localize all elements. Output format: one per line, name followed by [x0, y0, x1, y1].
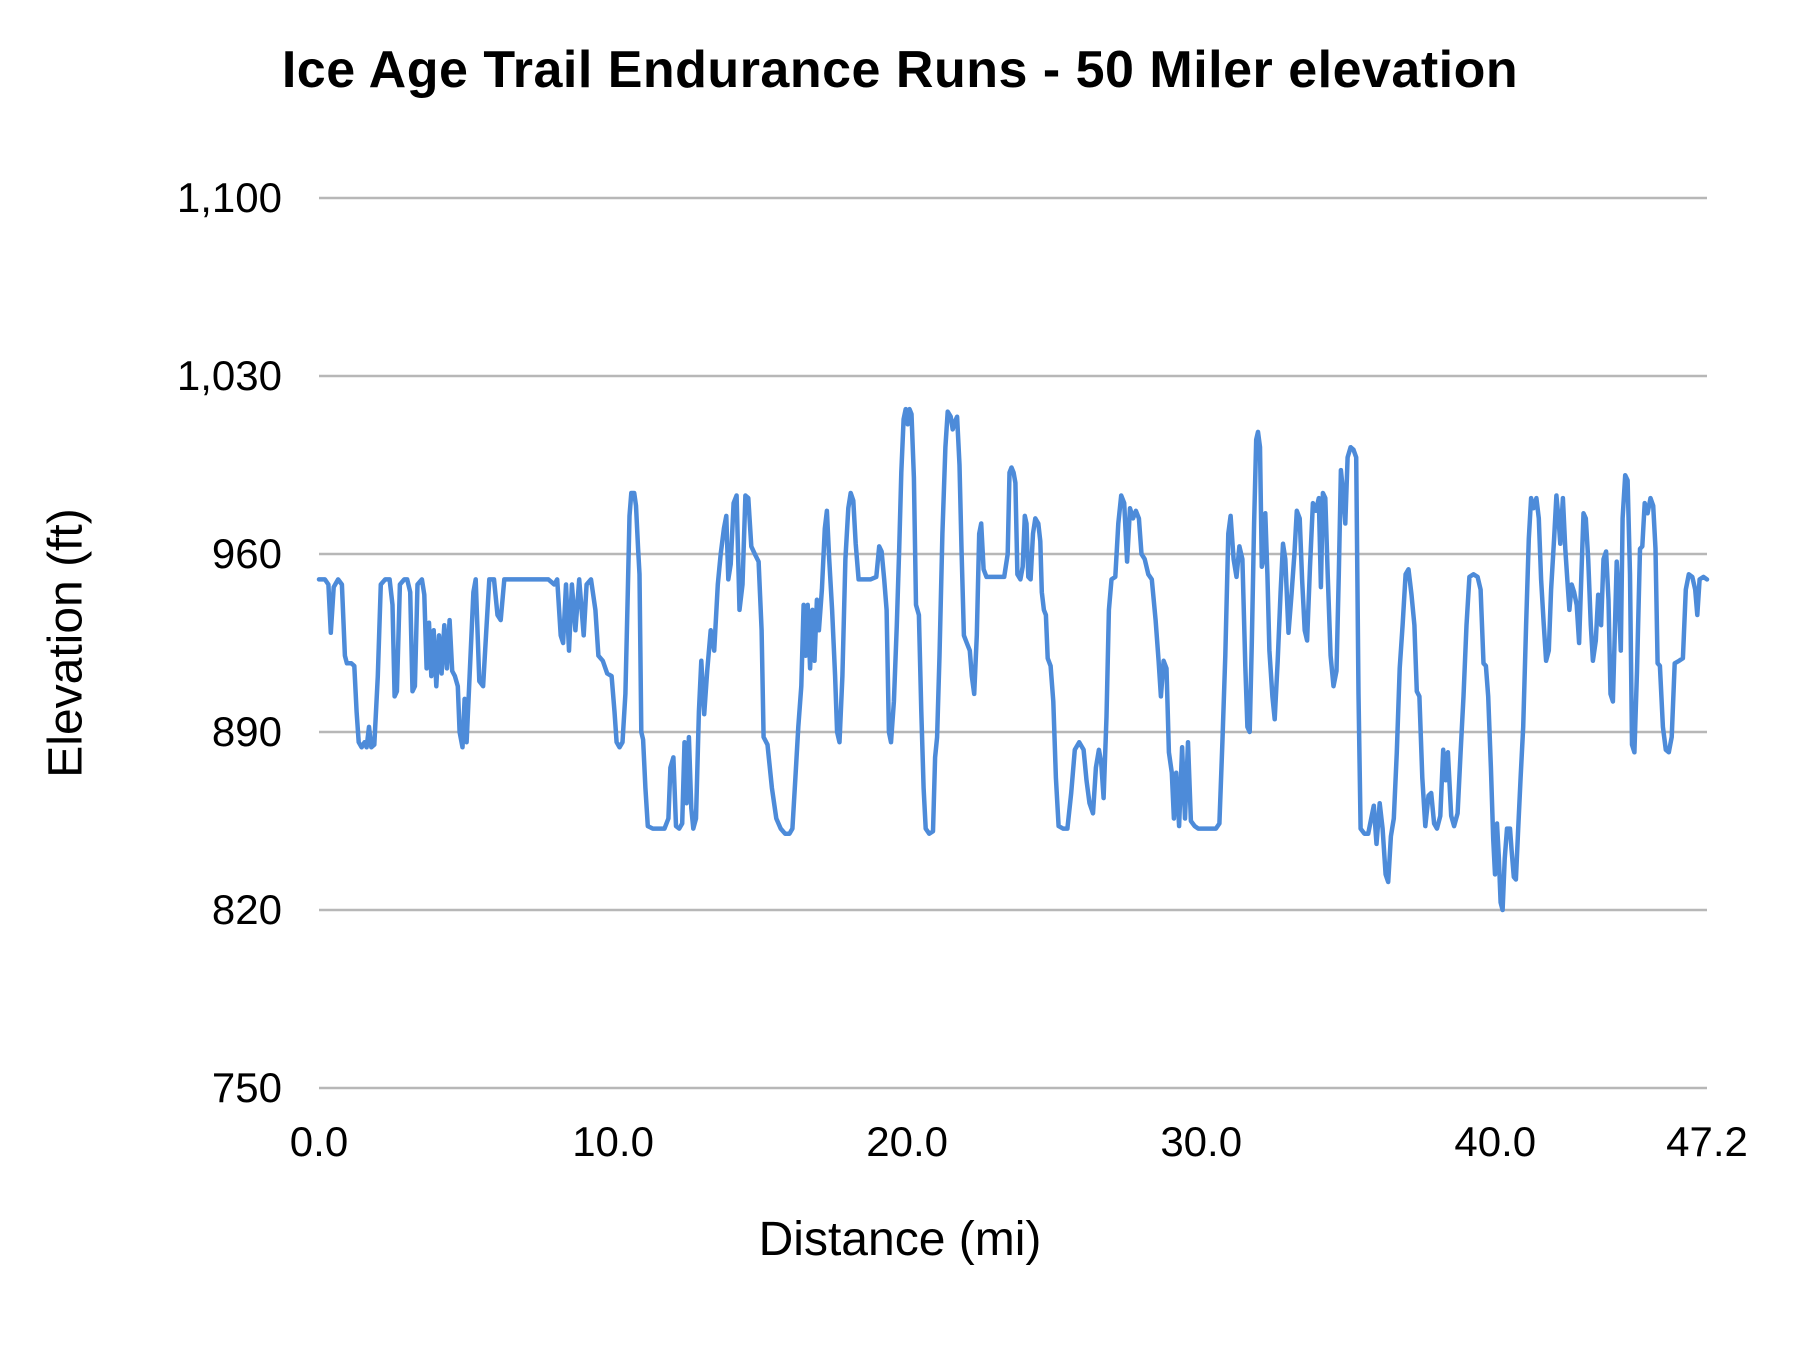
x-tick-label-20.0: 20.0 [866, 1118, 948, 1165]
x-tick-label-0.0: 0.0 [289, 1118, 349, 1165]
chart-title: Ice Age Trail Endurance Runs - 50 Miler … [281, 41, 1519, 99]
y-tick-label-1100: 1,100 [176, 174, 282, 221]
x-tick-label-40.0: 40.0 [1454, 1118, 1537, 1165]
x-axis-title: Distance (mi) [758, 1213, 1042, 1266]
y-tick-label-820: 820 [211, 886, 282, 933]
y-tick-label-890: 890 [211, 708, 282, 755]
plot-area [316, 196, 1710, 1090]
x-axis-tick-labels: 0.0 10.0 20.0 30.0 40.0 47.2 [0, 1118, 1800, 1178]
y-tick-label-960: 960 [211, 530, 282, 577]
y-tick-label-1030: 1,030 [176, 352, 282, 399]
y-axis-tick-labels: 750 820 890 960 1,030 1,100 [0, 174, 282, 1111]
elevation-line [316, 406, 1710, 913]
x-tick-label-30.0: 30.0 [1160, 1118, 1243, 1165]
x-tick-label-10.0: 10.0 [572, 1118, 654, 1165]
x-tick-label-47.2: 47.2 [1666, 1118, 1748, 1165]
y-tick-label-750: 750 [211, 1064, 282, 1111]
